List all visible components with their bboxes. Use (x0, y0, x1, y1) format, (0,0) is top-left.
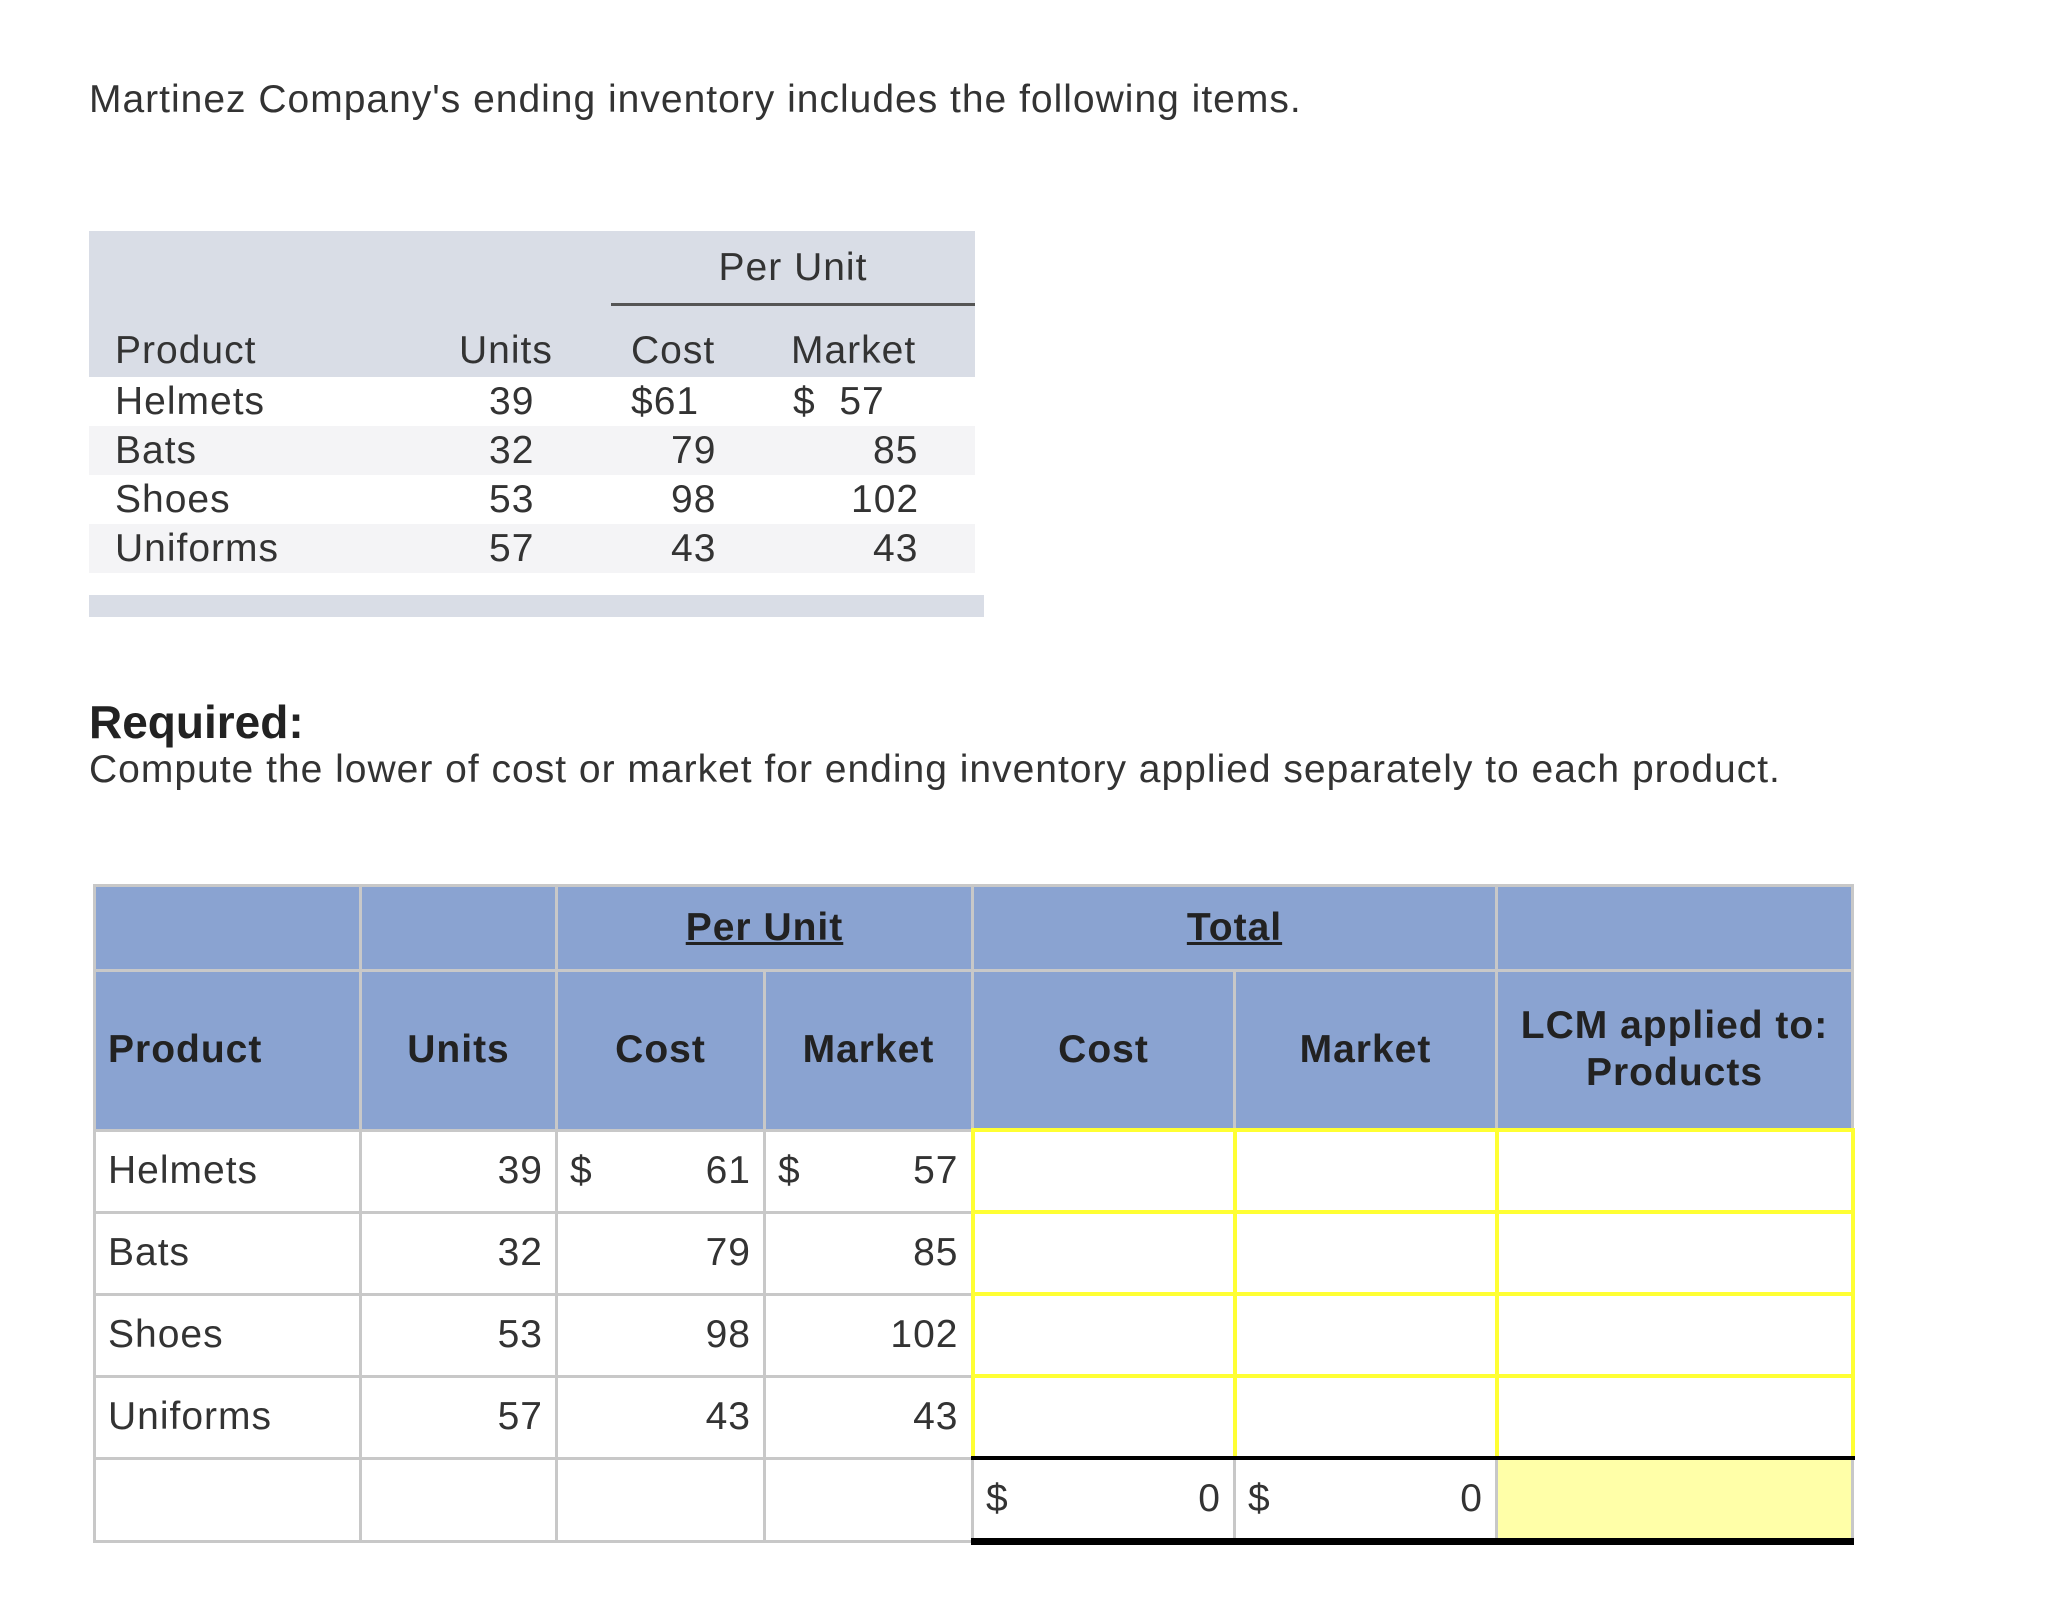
header-lcm: LCM applied to: Products (1495, 969, 1854, 1132)
row-market: 85 (763, 1210, 974, 1296)
total-cost-input[interactable] (970, 1128, 1237, 1214)
row-cost: 98 (671, 478, 717, 521)
table-row: Uniforms 57 43 43 (89, 524, 975, 573)
row-product: Shoes (93, 1292, 362, 1378)
total-cost-input[interactable] (970, 1210, 1237, 1296)
table-row: Bats 32 79 85 (93, 1210, 1855, 1296)
group-per-unit: Per Unit (555, 884, 974, 972)
header-cost: Cost (555, 969, 766, 1132)
row-product: Shoes (115, 478, 231, 521)
table-row: Helmets 39 $61 $57 (93, 1128, 1855, 1214)
row-units: 32 (359, 1210, 558, 1296)
lcm-input[interactable] (1494, 1292, 1855, 1378)
lcm-total-input[interactable] (1495, 1456, 1854, 1545)
header-market: Market (791, 329, 917, 372)
header-blank (1495, 884, 1854, 972)
row-market: 43 (873, 527, 919, 570)
table-row: Bats 32 79 85 (89, 426, 975, 475)
header-cost: Cost (631, 329, 716, 372)
total-market-sum: $0 (1233, 1456, 1498, 1545)
header-product: Product (93, 969, 362, 1132)
lcm-input[interactable] (1494, 1128, 1855, 1214)
header-market: Market (763, 969, 974, 1132)
per-unit-rule (611, 303, 975, 306)
table-row: Helmets 39 $61 $ 57 (89, 377, 975, 426)
totals-blank (763, 1456, 974, 1543)
intro-text: Martinez Company's ending inventory incl… (89, 78, 1302, 121)
total-cost-input[interactable] (970, 1374, 1237, 1460)
row-cost: 98 (555, 1292, 766, 1378)
lcm-input[interactable] (1494, 1374, 1855, 1460)
table-row: Shoes 53 98 102 (89, 475, 975, 524)
row-product: Bats (115, 429, 198, 472)
table-row: Uniforms 57 43 43 (93, 1374, 1855, 1460)
row-market: 85 (873, 429, 919, 472)
given-table-footer (89, 595, 984, 617)
total-market-input[interactable] (1232, 1210, 1499, 1296)
row-units: 53 (359, 1292, 558, 1378)
per-unit-group-label: Per Unit (718, 246, 868, 289)
row-cost: 43 (671, 527, 717, 570)
row-market: $ 57 (793, 380, 885, 423)
totals-blank (359, 1456, 558, 1543)
row-product: Helmets (93, 1128, 362, 1214)
required-text: Compute the lower of cost or market for … (89, 748, 1781, 791)
row-units: 57 (359, 1374, 558, 1460)
header-blank (93, 884, 362, 972)
required-title: Required: (89, 696, 304, 748)
row-product: Uniforms (115, 527, 280, 570)
group-total: Total (971, 884, 1498, 972)
total-market-input[interactable] (1232, 1374, 1499, 1460)
row-units: 53 (489, 478, 535, 521)
row-market: $57 (763, 1128, 974, 1214)
row-market: 102 (763, 1292, 974, 1378)
row-units: 32 (489, 429, 535, 472)
total-market-input[interactable] (1232, 1128, 1499, 1214)
table-row: Shoes 53 98 102 (93, 1292, 1855, 1378)
header-blank (359, 884, 558, 972)
header-product: Product (115, 329, 257, 372)
row-product: Uniforms (93, 1374, 362, 1460)
lcm-input[interactable] (1494, 1210, 1855, 1296)
total-market-input[interactable] (1232, 1292, 1499, 1378)
row-units: 39 (489, 380, 535, 423)
header-units: Units (359, 969, 558, 1132)
row-cost: 79 (555, 1210, 766, 1296)
row-cost: $61 (631, 380, 700, 423)
row-cost: $61 (555, 1128, 766, 1214)
row-cost: 79 (671, 429, 717, 472)
row-units: 39 (359, 1128, 558, 1214)
given-table-header: Per Unit Product Units Cost Market (89, 231, 975, 377)
totals-row: $0 $0 (93, 1456, 1854, 1545)
row-market: 43 (763, 1374, 974, 1460)
row-product: Bats (93, 1210, 362, 1296)
lcm-answer-table: Per Unit Total Product Units Cost Market… (93, 884, 1855, 1545)
total-cost-input[interactable] (970, 1292, 1237, 1378)
row-cost: 43 (555, 1374, 766, 1460)
totals-blank (93, 1456, 362, 1543)
row-market: 102 (851, 478, 920, 521)
header-total-cost: Cost (971, 969, 1236, 1132)
row-units: 57 (489, 527, 535, 570)
given-inventory-table: Per Unit Product Units Cost Market Helme… (89, 231, 984, 617)
total-cost-sum: $0 (971, 1456, 1236, 1545)
header-units: Units (459, 329, 553, 372)
header-total-market: Market (1233, 969, 1498, 1132)
totals-blank (555, 1456, 766, 1543)
row-product: Helmets (115, 380, 266, 423)
